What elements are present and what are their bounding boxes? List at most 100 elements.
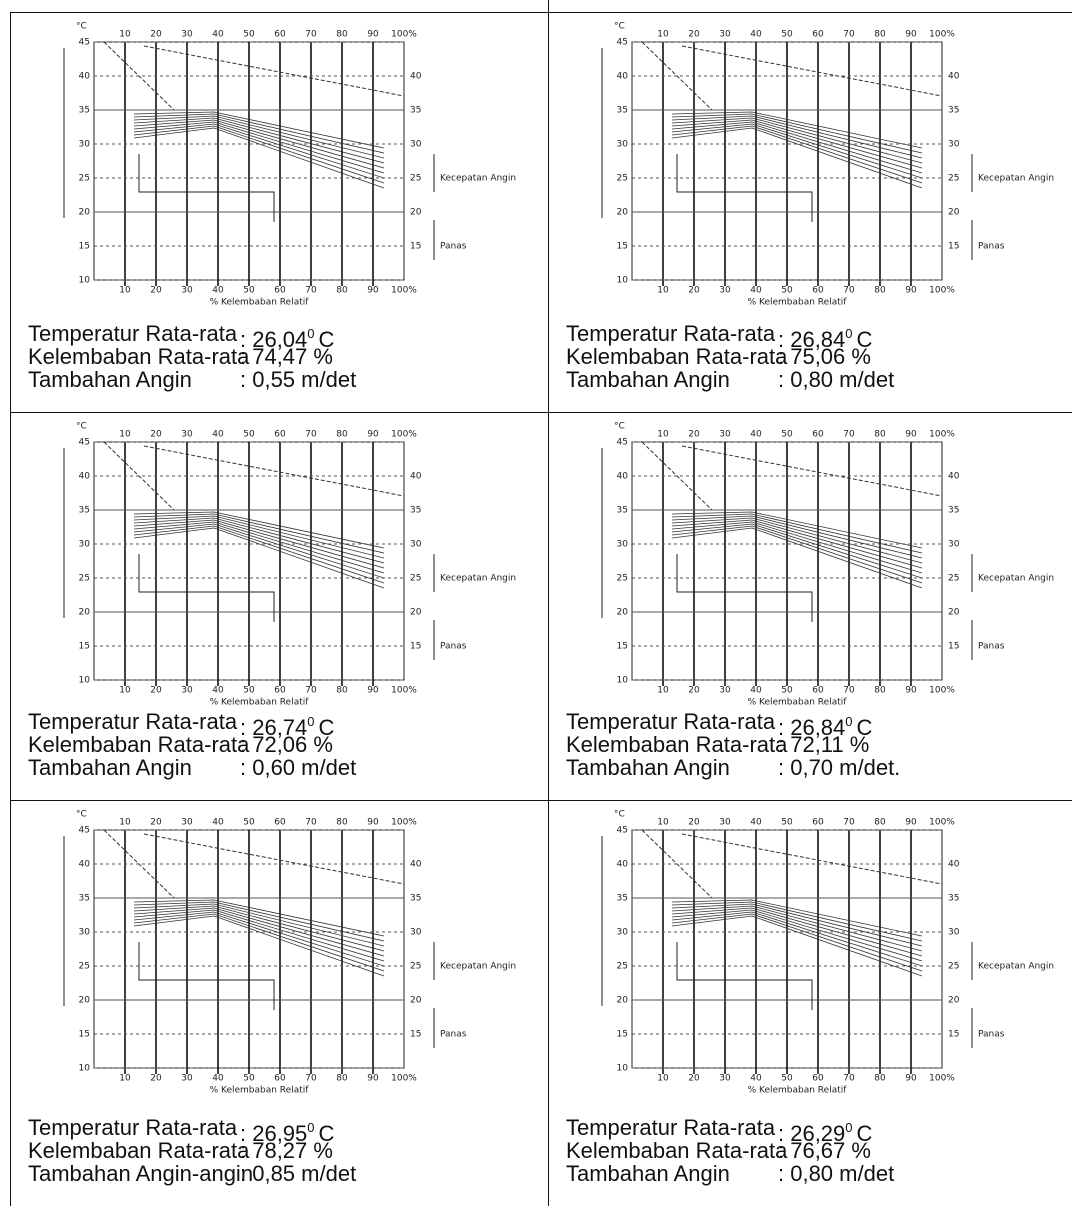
row-label: Temperatur Rata-rata bbox=[566, 1115, 776, 1140]
x-tick-label: 40 bbox=[750, 30, 762, 40]
x-tick-label: 100% bbox=[391, 286, 417, 296]
x-tick-label: 20 bbox=[150, 1074, 162, 1084]
x-tick-label: 20 bbox=[688, 818, 700, 828]
x-tick-label: 30 bbox=[181, 818, 193, 828]
y-tick-label: 10 bbox=[79, 276, 91, 286]
diagonal bbox=[641, 829, 713, 899]
bioclimatic-chart: °C 10 10 20 20 30 30 40 40 50 50 60 60 70 70 80 80 90 90 10… bbox=[601, 810, 1054, 1096]
x-tick-label: 90 bbox=[905, 1074, 917, 1084]
y-tick-label: 25 bbox=[617, 574, 628, 584]
superscript: 0 bbox=[307, 326, 315, 341]
value: : 72,11 % bbox=[778, 732, 870, 757]
row-value: : 26,840 C bbox=[778, 322, 872, 351]
comfort-curve bbox=[133, 525, 385, 584]
x-tick-label: 30 bbox=[719, 818, 731, 828]
x-tick-label: 30 bbox=[181, 430, 193, 440]
row-value: : 0,80 m/det bbox=[778, 1162, 894, 1185]
right-tick-label: 15 bbox=[410, 642, 421, 652]
comfort-curve bbox=[671, 119, 923, 169]
y-tick-label: 30 bbox=[617, 540, 629, 550]
wind-label: Kecepatan Angin bbox=[978, 962, 1054, 972]
y-tick-label: 30 bbox=[617, 140, 629, 150]
x-tick-label: 70 bbox=[305, 30, 317, 40]
comfort-curve bbox=[133, 121, 385, 174]
bioclimatic-chart: °C 10 10 20 20 30 30 40 40 50 50 60 60 70 70 80 80 90 90 10… bbox=[63, 422, 516, 708]
x-tick-label: 100% bbox=[391, 30, 417, 40]
x-tick-label: 30 bbox=[719, 286, 731, 296]
heat-label: Panas bbox=[440, 1030, 467, 1040]
x-tick-label: 90 bbox=[367, 686, 379, 696]
x-tick-label: 60 bbox=[274, 686, 286, 696]
x-tick-label: 80 bbox=[336, 286, 348, 296]
x-tick-label: 10 bbox=[119, 686, 131, 696]
unit-label: °C bbox=[76, 810, 87, 820]
row-label: Tambahan Angin bbox=[28, 367, 192, 392]
comfort-curve bbox=[133, 119, 385, 169]
y-tick-label: 45 bbox=[79, 438, 90, 448]
x-tick-label: 70 bbox=[843, 30, 855, 40]
y-tick-label: 10 bbox=[617, 276, 629, 286]
row-label: Tambahan Angin-angin bbox=[28, 1161, 254, 1186]
comfort-curve bbox=[133, 511, 385, 549]
x-tick-label: 90 bbox=[367, 286, 379, 296]
x-tick-label: 100% bbox=[929, 686, 955, 696]
x-tick-label: 40 bbox=[750, 686, 762, 696]
zone bbox=[676, 154, 813, 222]
y-tick-label: 25 bbox=[79, 174, 90, 184]
comfort-curve bbox=[133, 127, 385, 189]
x-axis-label: % Kelembaban Relatif bbox=[748, 1086, 848, 1096]
comfort-curve bbox=[133, 915, 385, 977]
comfort-curve bbox=[133, 115, 385, 159]
x-tick-label: 100% bbox=[929, 286, 955, 296]
y-tick-label: 40 bbox=[617, 860, 629, 870]
zone bbox=[676, 554, 813, 622]
x-tick-label: 100% bbox=[391, 818, 417, 828]
value: : 0,85 m/det bbox=[240, 1161, 357, 1186]
comfort-curve bbox=[133, 899, 385, 937]
x-tick-label: 70 bbox=[843, 430, 855, 440]
x-tick-label: 90 bbox=[905, 686, 917, 696]
row-value: : 26,040 C bbox=[240, 322, 334, 351]
unit: C bbox=[318, 1121, 335, 1146]
y-tick-label: 30 bbox=[79, 140, 91, 150]
y-tick-label: 15 bbox=[617, 642, 628, 652]
bioclimatic-chart: °C 10 10 20 20 30 30 40 40 50 50 60 60 70 70 80 80 90 90 10… bbox=[63, 810, 516, 1096]
x-tick-label: 30 bbox=[719, 1074, 731, 1084]
comfort-curve bbox=[133, 911, 385, 967]
x-tick-label: 60 bbox=[812, 286, 824, 296]
y-tick-label: 25 bbox=[617, 174, 628, 184]
x-tick-label: 30 bbox=[181, 286, 193, 296]
unit-label: °C bbox=[76, 422, 87, 432]
row-label: Temperatur Rata-rata bbox=[28, 1115, 238, 1140]
x-tick-label: 10 bbox=[119, 818, 131, 828]
right-tick-label: 30 bbox=[948, 540, 960, 550]
comfort-curve bbox=[671, 911, 923, 967]
x-tick-label: 60 bbox=[274, 286, 286, 296]
x-tick-label: 50 bbox=[243, 686, 255, 696]
diagonal bbox=[681, 445, 943, 497]
right-tick-label: 20 bbox=[410, 996, 422, 1006]
right-tick-label: 40 bbox=[948, 860, 960, 870]
right-tick-label: 30 bbox=[410, 540, 422, 550]
diagonal bbox=[143, 833, 405, 885]
comfort-curve bbox=[133, 517, 385, 564]
superscript: 0 bbox=[307, 714, 315, 729]
cell: °C 10 10 20 20 30 30 40 40 50 50 60 60 70 70 80 80 90 90 10… bbox=[10, 800, 534, 1206]
cell: °C 10 10 20 20 30 30 40 40 50 50 60 60 70 70 80 80 90 90 10… bbox=[548, 12, 1072, 412]
x-tick-label: 70 bbox=[843, 286, 855, 296]
comfort-curve bbox=[671, 899, 923, 937]
row-label: Tambahan Angin bbox=[566, 1161, 730, 1186]
comfort-curve bbox=[133, 519, 385, 569]
wind-label: Kecepatan Angin bbox=[978, 574, 1054, 584]
x-tick-label: 10 bbox=[119, 430, 131, 440]
x-axis-label: % Kelembaban Relatif bbox=[210, 298, 310, 308]
x-tick-label: 80 bbox=[874, 818, 886, 828]
value: : 26,84 bbox=[778, 715, 846, 740]
x-tick-label: 20 bbox=[150, 686, 162, 696]
superscript: 0 bbox=[307, 1120, 315, 1135]
comfort-curve bbox=[671, 525, 923, 584]
right-tick-label: 35 bbox=[948, 506, 959, 516]
bioclimatic-chart: °C 10 10 20 20 30 30 40 40 50 50 60 60 70 70 80 80 90 90 10… bbox=[63, 22, 516, 308]
x-tick-label: 40 bbox=[212, 1074, 224, 1084]
row-value: : 0,55 m/det bbox=[240, 368, 356, 391]
